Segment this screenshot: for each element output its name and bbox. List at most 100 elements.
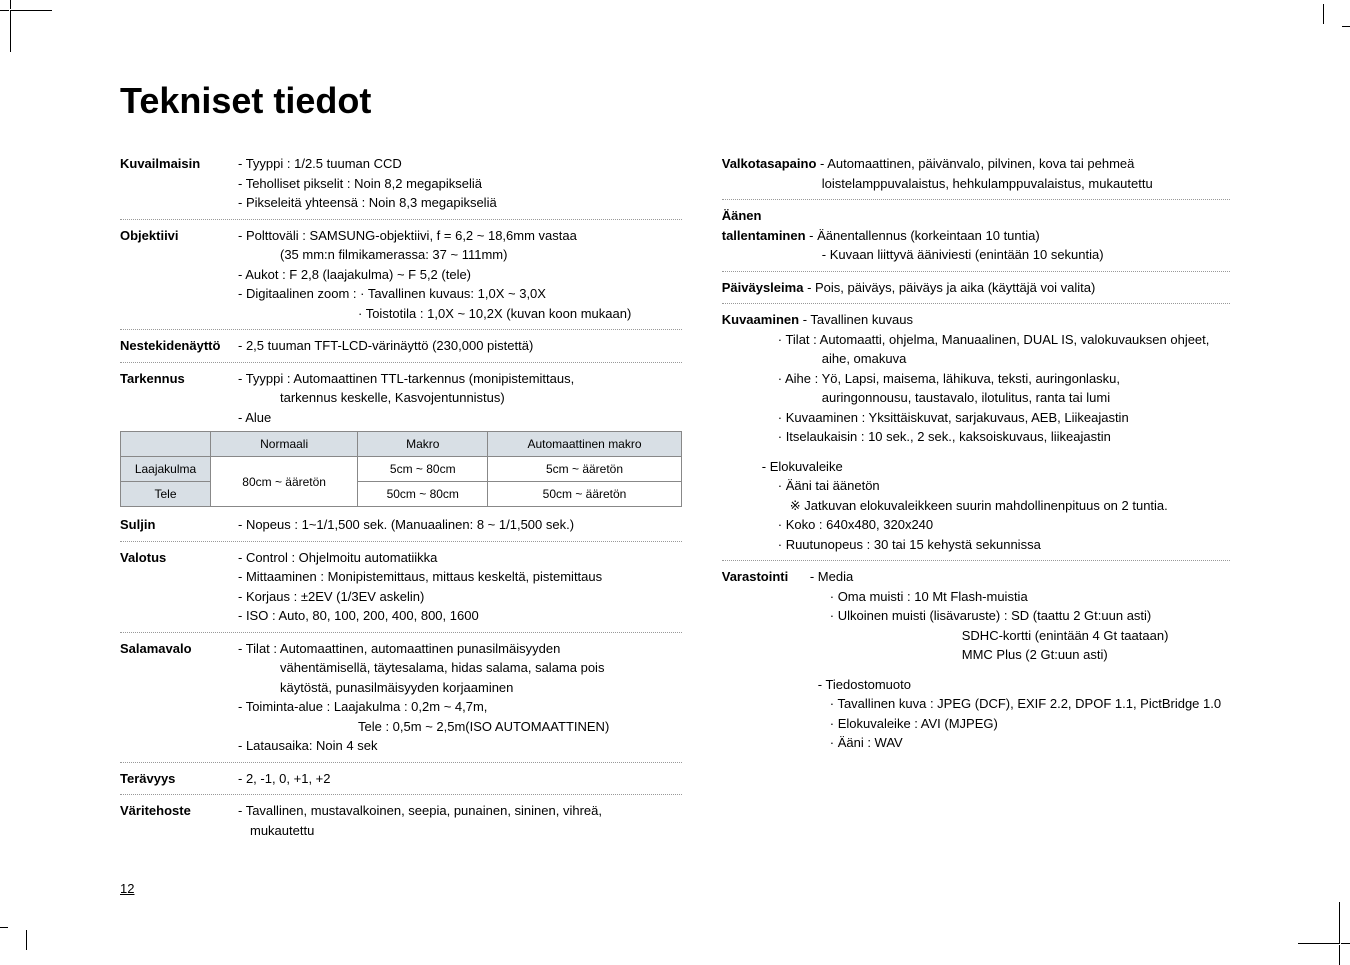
spec-body: - 2, -1, 0, +1, +2 — [238, 769, 682, 789]
spec-line: käytöstä, punasilmäisyyden korjaaminen — [238, 678, 682, 698]
spec-line: · Oma muisti : 10 Mt Flash-muistia — [722, 587, 1230, 607]
spec-suljin: Suljin - Nopeus : 1~1/1,500 sek. (Manuaa… — [120, 511, 682, 542]
spec-label: Päiväysleima — [722, 280, 804, 295]
spec-line: - Alue — [238, 408, 682, 428]
spec-valkotasapaino: Valkotasapaino - Automaattinen, päivänva… — [722, 150, 1230, 200]
table-header: Automaattinen makro — [488, 432, 682, 457]
crop-mark — [1298, 902, 1340, 944]
spec-label: Kuvailmaisin — [120, 154, 238, 213]
spec-label: Suljin — [120, 515, 238, 535]
spec-nestekidenaytto: Nestekidenäyttö - 2,5 tuuman TFT-LCD-vär… — [120, 332, 682, 363]
crop-mark — [10, 10, 52, 52]
left-column: Kuvailmaisin - Tyyppi : 1/2.5 tuuman CCD… — [120, 150, 682, 848]
spec-label: Salamavalo — [120, 639, 238, 756]
spec-objektiivi: Objektiivi - Polttoväli : SAMSUNG-objekt… — [120, 222, 682, 331]
spec-line: - Pikseleitä yhteensä : Noin 8,3 megapik… — [238, 193, 682, 213]
table-cell: 80cm ~ ääretön — [211, 457, 358, 507]
spec-body: - Tavallinen, mustavalkoinen, seepia, pu… — [238, 801, 682, 840]
document-page: Tekniset tiedot Kuvailmaisin - Tyyppi : … — [0, 0, 1350, 954]
spec-label: Väritehoste — [120, 801, 238, 840]
spec-line: · Aihe : Yö, Lapsi, maisema, lähikuva, t… — [722, 369, 1230, 389]
table-cell: 50cm ~ 80cm — [358, 482, 488, 507]
spec-line: · Ääni tai äänetön — [722, 476, 1230, 496]
spec-body: - Tyyppi : 1/2.5 tuuman CCD - Teholliset… — [238, 154, 682, 213]
spec-label: Tarkennus — [120, 369, 238, 428]
crop-mark — [10, 902, 52, 944]
spec-line: MMC Plus (2 Gt:uun asti) — [722, 645, 1230, 665]
spec-line: - Aukot : F 2,8 (laajakulma) ~ F 5,2 (te… — [238, 265, 682, 285]
spec-kuvaaminen: Kuvaaminen - Tavallinen kuvaus · Tilat :… — [722, 306, 1230, 561]
tarkennus-table: Normaali Makro Automaattinen makro Laaja… — [120, 431, 682, 507]
spec-line: Tele : 0,5m ~ 2,5m(ISO AUTOMAATTINEN) — [238, 717, 682, 737]
spec-line: - Tyyppi : Automaattinen TTL-tarkennus (… — [238, 369, 682, 389]
spec-line: aihe, omakuva — [722, 349, 1230, 369]
spec-line: · Tilat : Automaatti, ohjelma, Manuaalin… — [722, 330, 1230, 350]
spec-line: - Digitaalinen zoom : · Tavallinen kuvau… — [238, 284, 682, 304]
spec-line: · Ääni : WAV — [722, 733, 1230, 753]
spec-line: - Korjaus : ±2EV (1/3EV askelin) — [238, 587, 682, 607]
spec-label: Varastointi — [722, 569, 788, 584]
table-cell: 5cm ~ 80cm — [358, 457, 488, 482]
spec-line: ※ Jatkuvan elokuvaleikkeen suurin mahdol… — [722, 496, 1230, 516]
spec-body: - 2,5 tuuman TFT-LCD-värinäyttö (230,000… — [238, 336, 682, 356]
spec-line: - Tiedostomuoto — [722, 675, 1230, 695]
table-row: Tele 50cm ~ 80cm 50cm ~ ääretön — [121, 482, 682, 507]
spec-line: vähentämisellä, täytesalama, hidas salam… — [238, 658, 682, 678]
spec-label: Objektiivi — [120, 226, 238, 324]
spec-line: - 2,5 tuuman TFT-LCD-värinäyttö (230,000… — [238, 336, 682, 356]
spec-aanen: Äänen tallentaminen - Äänentallennus (ko… — [722, 202, 1230, 272]
spec-teravyys: Terävyys - 2, -1, 0, +1, +2 — [120, 765, 682, 796]
spec-line: (35 mm:n filmikamerassa: 37 ~ 111mm) — [238, 245, 682, 265]
spec-line: · Ulkoinen muisti (lisävaruste) : SD (ta… — [722, 606, 1230, 626]
spec-line: - Äänentallennus (korkeintaan 10 tuntia) — [809, 228, 1040, 243]
spec-body: - Control : Ohjelmoitu automatiikka - Mi… — [238, 548, 682, 626]
spec-body: - Nopeus : 1~1/1,500 sek. (Manuaalinen: … — [238, 515, 682, 535]
table-row: Laajakulma 80cm ~ ääretön 5cm ~ 80cm 5cm… — [121, 457, 682, 482]
page-title: Tekniset tiedot — [120, 80, 1278, 122]
spec-line: - Elokuvaleike — [722, 457, 1230, 477]
spec-line: · Ruutunopeus : 30 tai 15 kehystä sekunn… — [722, 535, 1230, 555]
table-header-blank — [121, 432, 211, 457]
spec-label: Kuvaaminen — [722, 312, 799, 327]
spec-line: - Mittaaminen : Monipistemittaus, mittau… — [238, 567, 682, 587]
spec-line: - ISO : Auto, 80, 100, 200, 400, 800, 16… — [238, 606, 682, 626]
spec-line: auringonnousu, taustavalo, ilotulitus, r… — [722, 388, 1230, 408]
spec-salamavalo: Salamavalo - Tilat : Automaattinen, auto… — [120, 635, 682, 763]
spec-label: Terävyys — [120, 769, 238, 789]
spec-line: - Polttoväli : SAMSUNG-objektiivi, f = 6… — [238, 226, 682, 246]
table-cell: 5cm ~ ääretön — [488, 457, 682, 482]
spec-line: - Media — [792, 569, 853, 584]
spec-line: mukautettu — [238, 821, 682, 841]
spec-label: Äänen — [722, 206, 1230, 226]
table-header: Makro — [358, 432, 488, 457]
spec-kuvailmaisin: Kuvailmaisin - Tyyppi : 1/2.5 tuuman CCD… — [120, 150, 682, 220]
spec-body: - Polttoväli : SAMSUNG-objektiivi, f = 6… — [238, 226, 682, 324]
content-columns: Kuvailmaisin - Tyyppi : 1/2.5 tuuman CCD… — [72, 150, 1278, 848]
page-number: 12 — [120, 881, 134, 896]
spec-line: - Tilat : Automaattinen, automaattinen p… — [238, 639, 682, 659]
spec-line: · Elokuvaleike : AVI (MJPEG) — [722, 714, 1230, 734]
spec-line: - Tavallinen, mustavalkoinen, seepia, pu… — [238, 801, 682, 821]
spec-paivaysleima: Päiväysleima - Pois, päiväys, päiväys ja… — [722, 274, 1230, 305]
spec-line: - Nopeus : 1~1/1,500 sek. (Manuaalinen: … — [238, 515, 682, 535]
spec-line: loistelamppuvalaistus, hehkulamppuvalais… — [722, 174, 1230, 194]
spec-label: tallentaminen — [722, 228, 806, 243]
spec-line: - Control : Ohjelmoitu automatiikka — [238, 548, 682, 568]
table-rowhead: Laajakulma — [121, 457, 211, 482]
spec-line: SDHC-kortti (enintään 4 Gt taataan) — [722, 626, 1230, 646]
spec-line: tarkennus keskelle, Kasvojentunnistus) — [238, 388, 682, 408]
spec-line: · Koko : 640x480, 320x240 — [722, 515, 1230, 535]
spec-varitehoste: Väritehoste - Tavallinen, mustavalkoinen… — [120, 797, 682, 846]
table-cell: 50cm ~ ääretön — [488, 482, 682, 507]
spec-valotus: Valotus - Control : Ohjelmoitu automatii… — [120, 544, 682, 633]
table-row: Normaali Makro Automaattinen makro — [121, 432, 682, 457]
spec-line: - 2, -1, 0, +1, +2 — [238, 769, 682, 789]
spec-body: - Tilat : Automaattinen, automaattinen p… — [238, 639, 682, 756]
spec-body: - Tyyppi : Automaattinen TTL-tarkennus (… — [238, 369, 682, 428]
spec-varastointi: Varastointi - Media · Oma muisti : 10 Mt… — [722, 563, 1230, 759]
spec-line: - Automaattinen, päivänvalo, pilvinen, k… — [820, 156, 1134, 171]
spec-line: · Kuvaaminen : Yksittäiskuvat, sarjakuva… — [722, 408, 1230, 428]
table-rowhead: Tele — [121, 482, 211, 507]
spec-line: - Pois, päiväys, päiväys ja aika (käyttä… — [807, 280, 1095, 295]
spec-line: - Kuvaan liittyvä ääniviesti (enintään 1… — [722, 245, 1230, 265]
